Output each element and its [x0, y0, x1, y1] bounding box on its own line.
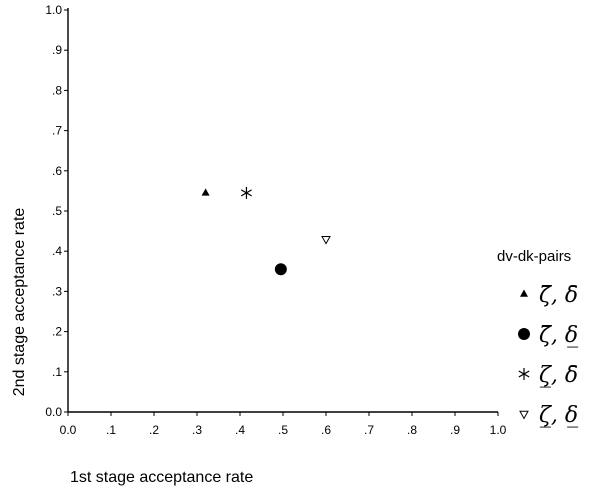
y-tick-labels: 0.0 .1 .2 .3 .4 .5 .6 .7 .8 .9 1.0 — [45, 3, 62, 419]
x-tick-label: .8 — [407, 423, 417, 437]
y-tick-label: 1.0 — [45, 3, 62, 17]
x-tick-label: .9 — [450, 423, 460, 437]
y-tick-label: 0.0 — [45, 405, 62, 419]
y-tick-label: .5 — [52, 204, 62, 218]
legend-label: ζ̄, δ̄ — [539, 283, 578, 308]
x-tick-label: .2 — [149, 423, 159, 437]
x-tick-label: .5 — [278, 423, 288, 437]
y-tick-label: .6 — [52, 164, 62, 178]
x-tick-label: 1.0 — [490, 423, 507, 437]
y-axis-title: 2nd stage acceptance rate — [11, 208, 28, 397]
y-tick-label: .9 — [52, 43, 62, 57]
legend-marker-filled-circle — [518, 328, 530, 340]
y-tick-label: .4 — [52, 244, 62, 258]
x-tick-label: .4 — [235, 423, 245, 437]
x-tick-label: 0.0 — [60, 423, 77, 437]
data-point-asterisk — [241, 187, 251, 199]
y-tick-label: .2 — [52, 325, 62, 339]
data-point-filled-triangle — [202, 188, 210, 195]
x-tick-label: .3 — [192, 423, 202, 437]
legend-marker-open-triangle-down — [520, 411, 528, 418]
y-tick-label: .7 — [52, 124, 62, 138]
x-tick-label: .1 — [106, 423, 116, 437]
legend-marker-asterisk — [519, 368, 529, 380]
y-tick-label: .8 — [52, 83, 62, 97]
legend-label: ζ̄, δ̲ — [539, 323, 578, 348]
x-tick-labels: 0.0 .1 .2 .3 .4 .5 .6 .7 .8 .9 1.0 — [60, 423, 507, 437]
legend-label: ζ̲, δ̄ — [539, 363, 578, 388]
x-tick-label: .6 — [321, 423, 331, 437]
axes — [64, 8, 498, 416]
x-tick-label: .7 — [364, 423, 374, 437]
data-points — [202, 187, 330, 275]
legend-title: dv-dk-pairs — [497, 248, 571, 265]
legend: dv-dk-pairs ζ̄, δ̄ ζ̄, δ̲ ζ̲, δ̄ ζ̲, δ̲ — [497, 248, 578, 428]
data-point-filled-circle — [275, 263, 287, 275]
x-axis-title: 1st stage acceptance rate — [70, 469, 253, 486]
y-tick-label: .1 — [52, 365, 62, 379]
legend-marker-filled-triangle — [520, 290, 528, 297]
legend-label: ζ̲, δ̲ — [539, 403, 578, 428]
data-point-open-triangle-down — [322, 236, 330, 243]
y-tick-label: .3 — [52, 284, 62, 298]
